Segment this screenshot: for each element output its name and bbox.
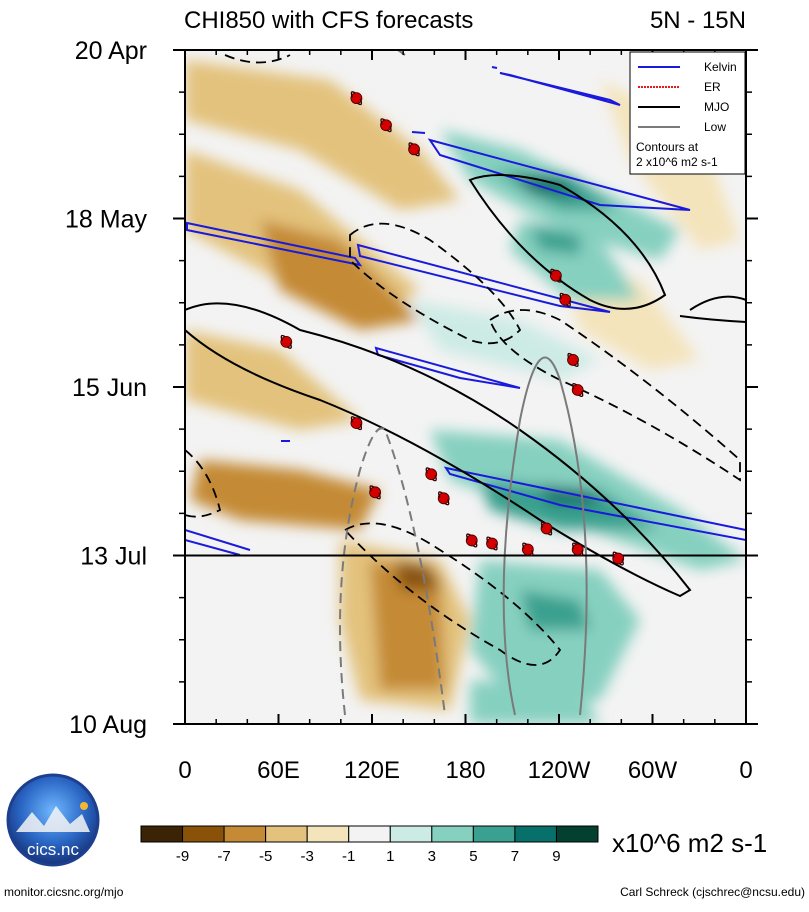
colorbar-swatch	[389, 825, 433, 843]
tc-marker	[549, 268, 562, 283]
kelvin-contour	[427, 138, 691, 211]
colorbar-label: -1	[342, 848, 355, 865]
colorbar-label: 9	[552, 848, 560, 865]
tc-marker	[369, 485, 382, 500]
y-tick-label: 18 May	[65, 206, 147, 234]
footer-credit: Carl Schreck (cjschrec@ncsu.edu)	[620, 885, 805, 899]
kelvin-contour	[185, 529, 251, 556]
colorbar-swatch	[182, 825, 225, 843]
colorbar-label: -9	[176, 848, 189, 865]
legend-kelvin: Kelvin	[704, 60, 737, 74]
kelvin-contour	[356, 243, 611, 313]
y-tick-label: 20 Apr	[75, 37, 147, 65]
colorbar-swatch	[514, 825, 557, 843]
tc-marker	[486, 536, 498, 551]
tc-marker	[350, 416, 363, 431]
x-tick-label: 180	[445, 757, 485, 784]
mjo-contour	[185, 302, 692, 598]
kelvin-contour	[186, 221, 363, 267]
mjo-dashed-contour	[224, 54, 291, 64]
tc-marker	[521, 542, 534, 557]
legend-note-1: Contours at	[636, 140, 699, 154]
tc-markers	[280, 91, 693, 566]
colorbar-swatch	[306, 825, 350, 843]
mjo-dashed-contour	[185, 449, 222, 518]
mjo-contour	[468, 174, 667, 310]
kelvin-contour	[281, 66, 498, 442]
colorbar-label: 7	[511, 848, 519, 865]
chart-title: CHI850 with CFS forecasts	[184, 7, 473, 34]
x-tick-label: 120W	[528, 757, 591, 784]
x-tick-label: 120E	[344, 757, 400, 784]
colorbar-label: 3	[428, 848, 436, 865]
low-dashed-contour	[339, 427, 446, 716]
tc-marker	[612, 551, 625, 566]
tc-marker	[437, 491, 450, 506]
cicsnc-logo: cics.nc	[6, 773, 100, 867]
x-tick-label: 60W	[628, 757, 678, 784]
colorbar-swatch	[223, 825, 267, 843]
contour-overlays	[185, 50, 746, 716]
x-tick-label: 0	[178, 757, 191, 784]
y-tick-label: 15 Jun	[72, 374, 147, 402]
mjo-dashed-contour	[343, 522, 562, 666]
colorbar-swatch	[431, 825, 474, 843]
tc-marker	[425, 467, 438, 482]
tc-marker	[380, 118, 392, 133]
legend-mjo: MJO	[704, 100, 729, 114]
colorbar-swatch	[265, 825, 308, 843]
legend-low: Low	[704, 120, 726, 134]
tc-marker	[465, 533, 478, 548]
colorbar-label: -5	[259, 848, 272, 865]
x-tick-label: 60E	[257, 757, 300, 784]
colorbar-units: x10^6 m2 s-1	[612, 828, 767, 858]
colorbar-label: -7	[217, 848, 230, 865]
footer-url: monitor.cicsnc.org/mjo	[4, 885, 124, 899]
tc-marker	[571, 382, 584, 398]
kelvin-contour	[374, 346, 521, 389]
colorbar-label: 1	[386, 848, 394, 865]
legend: Kelvin ER MJO Low Contours at 2 x10^6 m2…	[629, 51, 746, 175]
legend-note-2: 2 x10^6 m2 s-1	[636, 155, 718, 169]
kelvin-contour	[499, 72, 621, 106]
colorbar-swatch	[348, 825, 391, 843]
tc-marker	[571, 542, 584, 557]
mjo-dashed-contour	[488, 309, 741, 482]
tc-marker	[280, 334, 293, 349]
tc-marker	[408, 142, 420, 157]
colorbar-label: 5	[469, 848, 477, 865]
tc-marker	[559, 292, 572, 307]
colorbar-swatch	[555, 825, 599, 843]
kelvin-contour	[443, 466, 746, 542]
tc-marker	[350, 91, 363, 106]
logo-text: cics.nc	[27, 840, 79, 859]
chart-subtitle: 5N - 15N	[650, 7, 746, 34]
tc-marker	[567, 352, 579, 367]
x-axis: 0 60E 120E 180 120W 60W 0	[178, 50, 753, 784]
y-axis: 20 Apr 18 May 15 Jun 13 Jul 10 Aug	[65, 37, 758, 739]
colorbar-swatch	[472, 825, 516, 843]
low-contour	[502, 356, 588, 716]
mjo-dashed-contour	[349, 222, 522, 345]
tc-marker	[540, 521, 553, 536]
mjo-contour	[679, 295, 746, 323]
colorbar: -9 -7 -5 -3 -1 1 3 5 7 9	[140, 825, 599, 865]
legend-er: ER	[704, 80, 721, 94]
colorbar-swatch	[140, 825, 184, 843]
colorbar-label: -3	[301, 848, 314, 865]
y-tick-label: 10 Aug	[69, 711, 147, 739]
x-tick-label: 0	[739, 757, 752, 784]
y-tick-label: 13 Jul	[80, 543, 147, 571]
